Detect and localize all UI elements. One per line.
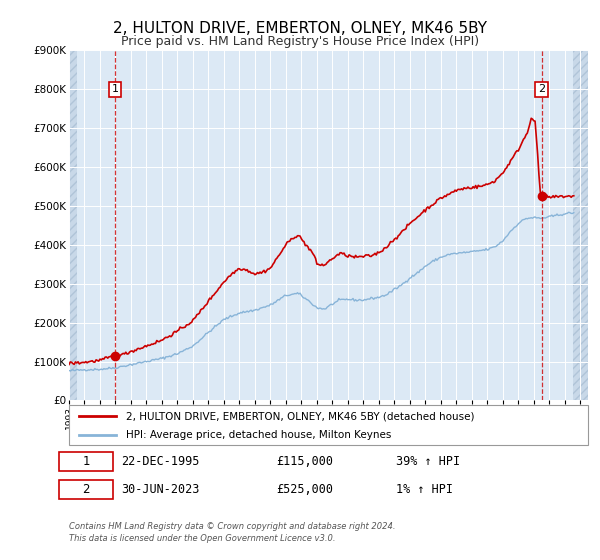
Text: 2, HULTON DRIVE, EMBERTON, OLNEY, MK46 5BY: 2, HULTON DRIVE, EMBERTON, OLNEY, MK46 5…	[113, 21, 487, 36]
Text: 30-JUN-2023: 30-JUN-2023	[121, 483, 199, 496]
Text: 1% ↑ HPI: 1% ↑ HPI	[396, 483, 453, 496]
Text: 2: 2	[538, 85, 545, 94]
Text: 1: 1	[82, 455, 90, 468]
Text: £115,000: £115,000	[277, 455, 334, 468]
Bar	[572, 50, 588, 400]
Text: £525,000: £525,000	[277, 483, 334, 496]
FancyBboxPatch shape	[59, 479, 113, 500]
Text: 2, HULTON DRIVE, EMBERTON, OLNEY, MK46 5BY (detached house): 2, HULTON DRIVE, EMBERTON, OLNEY, MK46 5…	[126, 411, 475, 421]
Text: 1: 1	[112, 85, 119, 94]
Text: Price paid vs. HM Land Registry's House Price Index (HPI): Price paid vs. HM Land Registry's House …	[121, 35, 479, 48]
Text: HPI: Average price, detached house, Milton Keynes: HPI: Average price, detached house, Milt…	[126, 430, 391, 440]
FancyBboxPatch shape	[59, 451, 113, 472]
Text: 39% ↑ HPI: 39% ↑ HPI	[396, 455, 460, 468]
Text: Contains HM Land Registry data © Crown copyright and database right 2024.
This d: Contains HM Land Registry data © Crown c…	[69, 522, 395, 543]
FancyBboxPatch shape	[69, 405, 588, 445]
Text: 22-DEC-1995: 22-DEC-1995	[121, 455, 199, 468]
Bar	[69, 50, 77, 400]
Text: 2: 2	[82, 483, 90, 496]
